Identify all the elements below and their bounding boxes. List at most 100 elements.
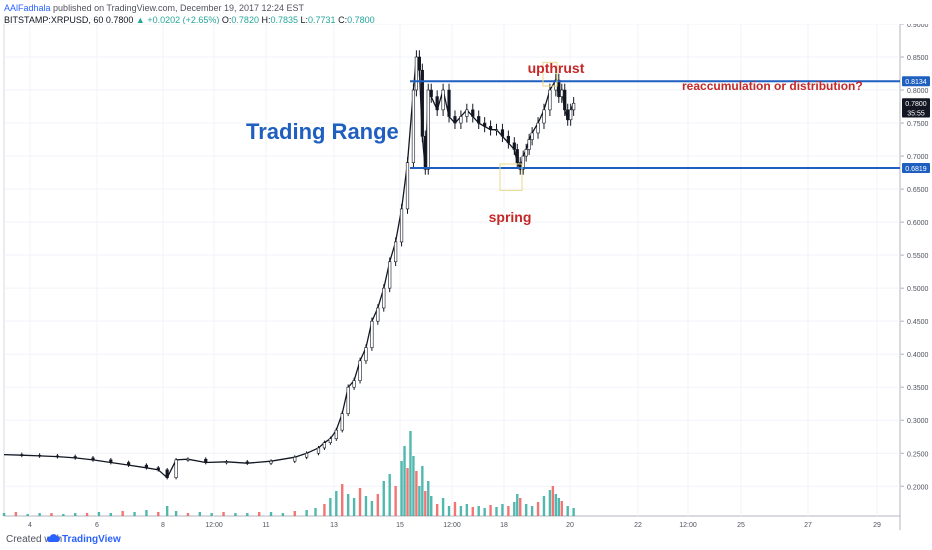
- candle-body: [346, 386, 350, 414]
- volume-bar: [257, 512, 261, 516]
- candle-body: [557, 79, 561, 97]
- volume-bar: [435, 504, 439, 516]
- tradingview-cloud-icon: [46, 533, 60, 546]
- volume-bar: [305, 510, 308, 516]
- x-tick-label: 22: [634, 522, 642, 529]
- volume-bar: [323, 504, 326, 516]
- candle-body: [465, 109, 469, 117]
- price-axis-label-bg: [902, 98, 930, 109]
- volume-bar: [97, 512, 101, 516]
- volume-bar: [403, 446, 406, 516]
- volume-bar: [133, 512, 136, 516]
- price-axis-label: 0.8134: [902, 76, 930, 87]
- volume-bar: [157, 512, 160, 516]
- trading-range-label: Trading Range: [246, 119, 399, 144]
- volume-bar: [222, 512, 225, 516]
- price-axis-label-bg: [902, 107, 930, 118]
- volume-bar: [471, 507, 474, 516]
- volume-bar: [394, 486, 397, 516]
- volume-bar: [513, 502, 516, 516]
- volume-bar: [557, 498, 561, 516]
- volume-bar: [2, 513, 6, 516]
- last-price: 0.7800: [105, 15, 134, 25]
- candle-body: [411, 89, 416, 163]
- candle-body: [441, 89, 445, 111]
- candle-body: [542, 109, 546, 124]
- candle-body: [186, 458, 190, 461]
- volume-bar: [121, 511, 124, 516]
- candle-body: [334, 429, 338, 440]
- volume-bar: [524, 504, 528, 516]
- y-tick-label: 0.6000: [907, 220, 929, 227]
- price-axis-label-bg: [902, 163, 930, 174]
- volume-bar: [198, 512, 202, 516]
- candle-body: [394, 241, 398, 263]
- candle-body: [506, 135, 510, 144]
- candle-body: [524, 149, 528, 157]
- volume-bar: [234, 513, 237, 516]
- volume-bar: [388, 474, 391, 516]
- y-tick-label: 0.2000: [907, 484, 929, 491]
- upthrust-box: [542, 61, 558, 87]
- candle-body: [405, 162, 410, 210]
- candle-body: [364, 347, 368, 362]
- y-tick-label: 0.9000: [907, 24, 929, 29]
- price-axis-label: 0.7800: [902, 98, 930, 109]
- volume-bar: [412, 456, 415, 516]
- candle-body: [370, 320, 374, 348]
- candle-body: [376, 307, 380, 322]
- high-value: 0.7835: [270, 15, 298, 25]
- volume-bar: [483, 508, 486, 516]
- price-chart[interactable]: 0.9000 0.8500 0.8000 0.7500 0.7000 0.6500 0.60…: [0, 22, 932, 530]
- y-tick-label: 0.5500: [907, 253, 929, 260]
- low-value: 0.7731: [308, 15, 336, 25]
- author-link[interactable]: AAlFadhala: [4, 3, 51, 13]
- volume-bar: [409, 431, 412, 516]
- candle-body: [494, 129, 499, 131]
- symbol-label[interactable]: BITSTAMP:XRPUSD, 60: [4, 15, 104, 25]
- volume-bar: [85, 513, 89, 516]
- volume-bar: [566, 506, 569, 516]
- spring-box: [499, 163, 523, 191]
- volume-bar: [415, 471, 418, 516]
- volume-bar: [536, 502, 540, 516]
- volume-bar: [382, 481, 385, 516]
- x-tick-label: 25: [737, 522, 745, 529]
- price-axis-label: 35:55: [902, 107, 930, 118]
- y-tick-label: 0.7000: [907, 154, 929, 161]
- volume-bar: [427, 481, 430, 516]
- volume-bar: [109, 513, 113, 516]
- x-tick-label: 12:00: [679, 522, 697, 529]
- candle-body: [471, 109, 475, 117]
- candle-body: [399, 208, 404, 243]
- volume-bar: [364, 496, 368, 516]
- candle-body: [414, 56, 418, 91]
- candle-body: [328, 438, 332, 443]
- volume-bar: [501, 504, 504, 516]
- candle-body: [512, 142, 516, 150]
- candle-body: [382, 287, 386, 309]
- candle-body: [515, 149, 519, 163]
- candle-body: [388, 261, 392, 289]
- x-tick-label: 29: [873, 522, 881, 529]
- volume-bar: [14, 512, 18, 516]
- candle-body: [566, 109, 570, 121]
- chart-area[interactable]: 0.9000 0.8500 0.8000 0.7500 0.7000 0.6500 0.60…: [0, 22, 932, 530]
- x-tick-label: 18: [500, 522, 508, 529]
- volume-bar: [62, 514, 65, 516]
- x-tick-label: 12:00: [205, 522, 223, 529]
- candle-body: [527, 139, 531, 150]
- volume-bar: [489, 505, 492, 516]
- volume-bar: [441, 498, 445, 516]
- open-label: O:: [221, 15, 232, 25]
- candle-body: [55, 455, 60, 458]
- candle-body: [536, 122, 540, 134]
- volume-bar: [38, 513, 41, 516]
- x-tick-label: 11: [262, 522, 269, 529]
- volume-bar: [465, 504, 469, 516]
- candle-body: [269, 460, 273, 464]
- candle-body: [144, 464, 149, 469]
- tradingview-brand[interactable]: TradingView: [62, 534, 121, 545]
- volume-bar: [335, 491, 338, 516]
- candle-body: [109, 459, 113, 463]
